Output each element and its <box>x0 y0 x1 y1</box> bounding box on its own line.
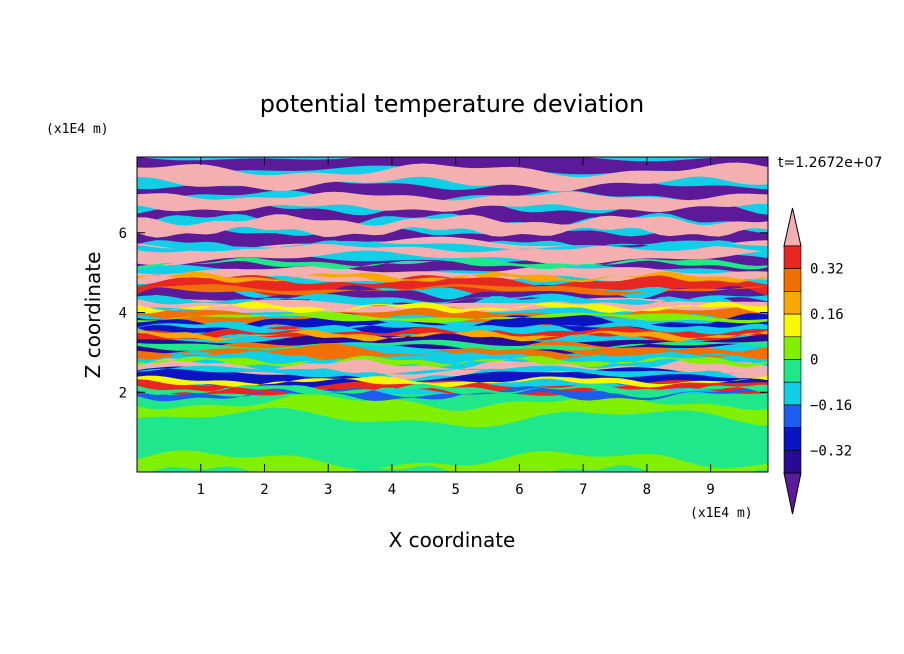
colorbar-segment <box>783 449 802 474</box>
field-accent <box>137 365 768 378</box>
field-band <box>137 191 768 213</box>
y-tick-label: 6 <box>119 226 127 242</box>
field-accent <box>137 383 768 395</box>
field-accent <box>137 271 768 283</box>
colorbar: 0.32 0.16 0 −0.16 −0.32 <box>783 207 852 515</box>
x-tick-label: 1 <box>197 482 205 498</box>
colorbar-segment <box>783 359 802 383</box>
colorbar-tick-label: 0.32 <box>810 262 844 278</box>
y-axis-unit: (x1E4 m) <box>46 122 109 137</box>
field-accent <box>137 347 768 360</box>
y-axis-ticks: 2 4 6 <box>119 226 768 401</box>
contour-field <box>137 157 768 472</box>
field-accent <box>137 321 768 334</box>
colorbar-segment <box>783 313 802 338</box>
x-tick-label: 5 <box>451 482 459 498</box>
field-band <box>137 162 768 192</box>
colorbar-tick-label: 0 <box>810 353 818 369</box>
colorbar-tick-label: −0.16 <box>810 398 852 414</box>
plot-frame <box>136 156 769 473</box>
x-tick-label: 9 <box>706 482 714 498</box>
x-tick-label: 6 <box>515 482 523 498</box>
field-accent <box>137 257 768 270</box>
field-accent <box>137 355 768 368</box>
x-tick-label: 7 <box>579 482 587 498</box>
field-accent <box>137 240 768 253</box>
x-axis-ticks: 1 2 3 4 5 6 7 8 9 <box>197 157 715 498</box>
x-tick-label: 4 <box>388 482 396 498</box>
colorbar-tick-label: 0.16 <box>810 307 844 323</box>
x-tick-label: 8 <box>643 482 651 498</box>
x-axis-label: X coordinate <box>389 528 516 552</box>
field-band <box>137 157 768 175</box>
colorbar-extend-top <box>783 207 802 247</box>
field-accent <box>137 312 768 324</box>
field-accent <box>137 339 768 351</box>
x-tick-label: 3 <box>324 482 332 498</box>
chart-title: potential temperature deviation <box>260 90 644 118</box>
colorbar-segment <box>783 336 802 360</box>
colorbar-segment <box>783 291 802 315</box>
colorbar-segment <box>783 268 802 292</box>
field-accent <box>137 301 768 314</box>
field-accent <box>137 293 768 305</box>
x-tick-label: 2 <box>260 482 268 498</box>
x-axis-unit: (x1E4 m) <box>690 506 753 521</box>
colorbar-segment <box>783 404 802 428</box>
colorbar-segment <box>783 427 802 451</box>
colorbar-segment <box>783 381 802 406</box>
colorbar-segment <box>783 245 802 270</box>
time-label: t=1.2672e+07 <box>778 155 882 171</box>
y-axis-label: Z coordinate <box>81 252 105 379</box>
field-accent <box>137 375 768 388</box>
field-band <box>137 214 768 238</box>
y-tick-label: 2 <box>119 385 127 401</box>
colorbar-extend-bottom <box>783 472 802 515</box>
field-accent <box>137 329 768 342</box>
field-lower-band <box>137 407 768 470</box>
field-band <box>137 265 768 285</box>
colorbar-tick-label: −0.32 <box>810 443 852 459</box>
field-accent <box>137 284 768 296</box>
y-tick-label: 4 <box>119 306 127 322</box>
